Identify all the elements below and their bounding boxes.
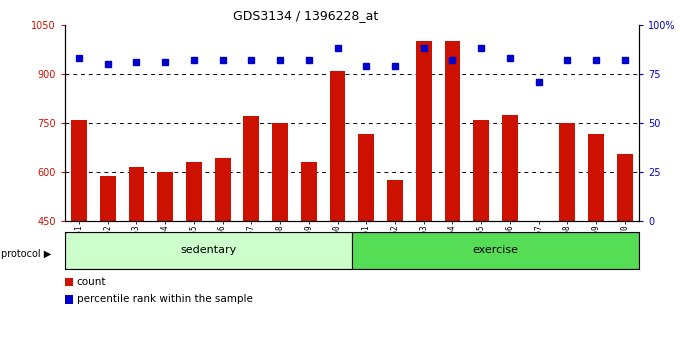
Bar <box>588 135 604 221</box>
Text: count: count <box>77 277 106 287</box>
Bar <box>157 172 173 221</box>
Bar <box>617 154 632 221</box>
Bar <box>100 176 116 221</box>
Text: sedentary: sedentary <box>180 245 237 256</box>
Bar <box>129 167 144 221</box>
Bar <box>330 70 345 221</box>
Bar <box>358 135 374 221</box>
Bar <box>473 120 489 221</box>
Text: percentile rank within the sample: percentile rank within the sample <box>77 294 253 304</box>
Bar <box>502 115 517 221</box>
Title: GDS3134 / 1396228_at: GDS3134 / 1396228_at <box>233 9 379 22</box>
Bar <box>186 162 202 221</box>
Bar <box>65 232 352 269</box>
Bar <box>560 123 575 221</box>
Bar <box>71 120 87 221</box>
Bar <box>445 41 460 221</box>
Bar <box>352 232 639 269</box>
Bar <box>243 116 259 221</box>
Bar <box>215 158 231 221</box>
Text: exercise: exercise <box>473 245 519 256</box>
Bar <box>416 41 432 221</box>
Bar <box>387 180 403 221</box>
Text: protocol ▶: protocol ▶ <box>1 249 52 259</box>
Bar <box>272 123 288 221</box>
Bar <box>301 162 317 221</box>
